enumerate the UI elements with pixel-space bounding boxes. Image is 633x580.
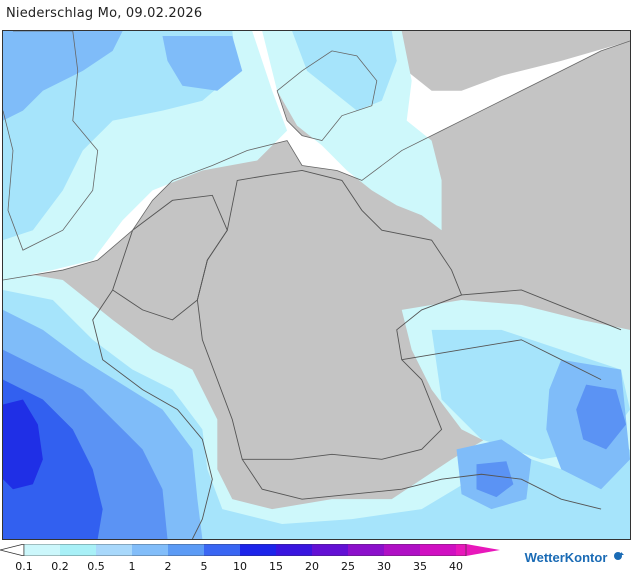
coast-continent (3, 40, 630, 281)
legend-color-bar (0, 544, 500, 556)
legend-swatch (240, 544, 276, 556)
border-alps (241, 459, 602, 510)
legend-tick: 5 (200, 560, 208, 573)
legend-swatch (420, 544, 456, 556)
precip-baltic (262, 31, 442, 231)
legend-arrow-left (0, 544, 25, 556)
legend-tick: 40 (449, 560, 463, 573)
legend-swatch (312, 544, 348, 556)
legend-tick: 2 (164, 560, 172, 573)
precipitation-legend: 0.1 0.2 0.5 1 2 5 10 15 20 25 30 35 40 (0, 544, 510, 578)
legend-tick: 35 (413, 560, 427, 573)
wetterkontor-logo-icon (614, 552, 624, 560)
legend-swatch (24, 544, 60, 556)
legend-swatch (96, 544, 132, 556)
land-sweden (396, 31, 630, 91)
precip-east-heavy (576, 384, 627, 450)
coast-britain (3, 31, 99, 251)
precip-denmark (292, 31, 397, 111)
coastlines (3, 31, 630, 281)
legend-outline (23, 544, 467, 556)
legend-swatch (276, 544, 312, 556)
legend-tick: 15 (269, 560, 283, 573)
legend-swatch (168, 544, 204, 556)
precip-west-extreme (3, 399, 43, 490)
country-borders (92, 169, 622, 539)
brand-logo[interactable]: WetterKontor (525, 550, 625, 565)
legend-tick-labels: 0.1 0.2 0.5 1 2 5 10 15 20 25 30 35 40 (0, 560, 510, 574)
precip-alps-heavy (476, 461, 514, 498)
brand-name: WetterKontor (524, 550, 608, 565)
coast-denmark (276, 50, 378, 142)
precip-britain-moderate (3, 31, 123, 121)
legend-tick: 30 (377, 560, 391, 573)
legend-tick: 25 (341, 560, 355, 573)
precip-britain (3, 31, 238, 241)
map-svg (3, 31, 630, 539)
legend-tick: 20 (305, 560, 319, 573)
legend-swatch (60, 544, 96, 556)
legend-tick: 10 (233, 560, 247, 573)
legend-swatch (456, 544, 466, 556)
precipitation-layers (3, 31, 630, 539)
border-germany (196, 169, 463, 460)
border-benelux (112, 194, 228, 321)
legend-tick: 0.2 (51, 560, 69, 573)
legend-arrow-right (466, 544, 500, 556)
legend-swatch (132, 544, 168, 556)
border-france (92, 289, 213, 539)
legend-tick: 0.1 (15, 560, 33, 573)
legend-tick: 0.5 (87, 560, 105, 573)
legend-tick: 1 (128, 560, 136, 573)
precipitation-map (2, 30, 631, 540)
legend-swatch (348, 544, 384, 556)
border-czech-poland (401, 289, 622, 381)
legend-swatch (204, 544, 240, 556)
legend-swatch (384, 544, 420, 556)
map-title: Niederschlag Mo, 09.02.2026 (6, 6, 203, 21)
precip-north-cell (162, 35, 243, 91)
